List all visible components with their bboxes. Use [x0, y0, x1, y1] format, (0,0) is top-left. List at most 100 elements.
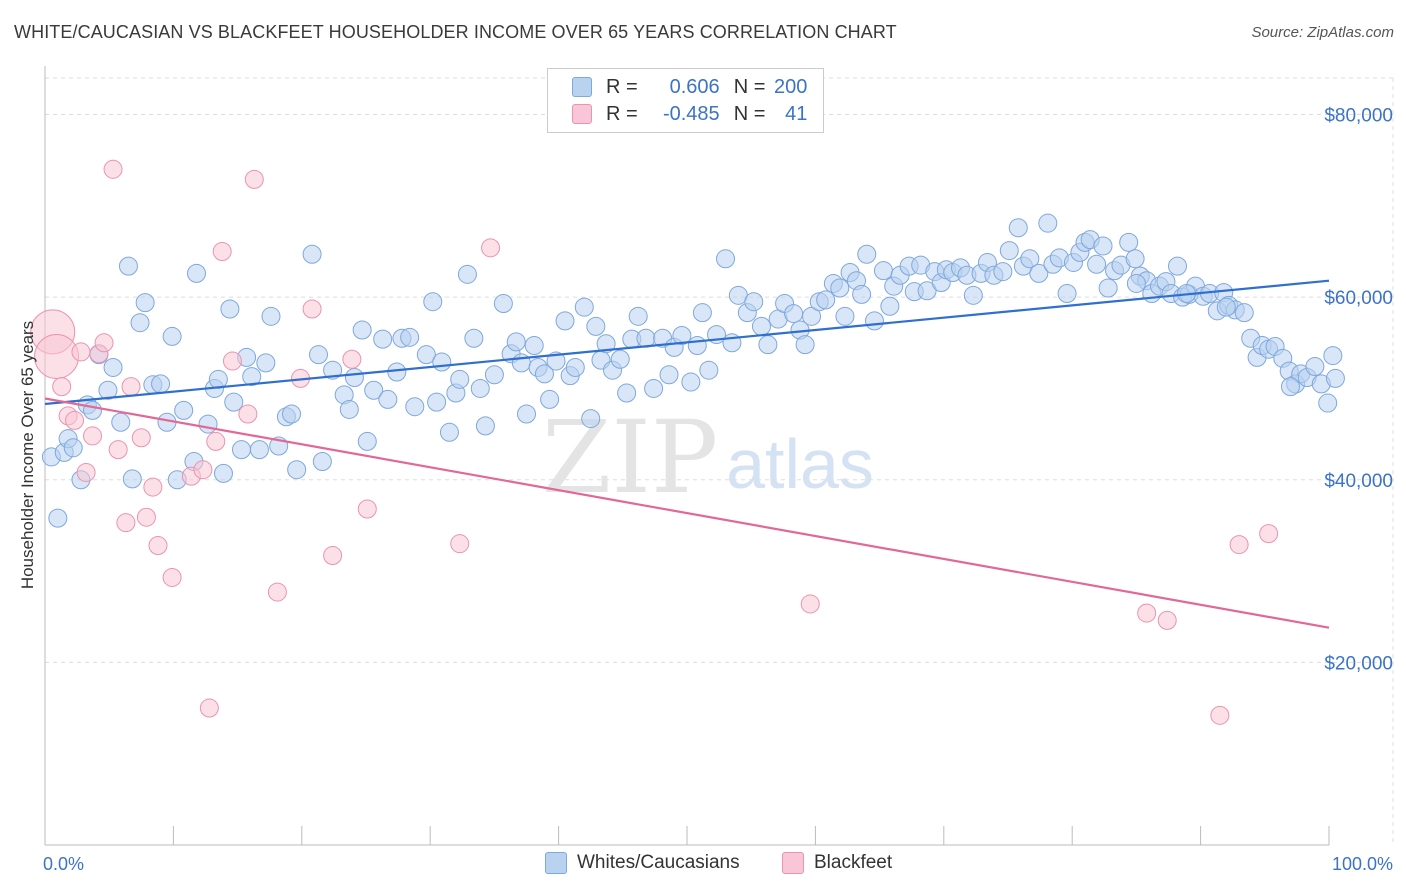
point-whites: [672, 325, 692, 345]
point-whites: [546, 351, 566, 371]
point-whites: [758, 335, 778, 355]
point-blackfeet: [244, 169, 264, 189]
point-whites: [963, 285, 983, 305]
point-whites: [1318, 393, 1338, 413]
legend-swatch-blue: [572, 77, 592, 97]
point-whites: [111, 412, 131, 432]
x-tick-label-min: 0.0%: [43, 854, 84, 874]
point-blackfeet: [1229, 535, 1249, 555]
point-whites: [282, 404, 302, 424]
point-whites: [174, 400, 194, 420]
source-label: Source: ZipAtlas.com: [1251, 24, 1394, 41]
point-whites: [470, 378, 490, 398]
point-whites: [524, 336, 544, 356]
watermark: ZIP atlas: [542, 399, 874, 516]
point-blackfeet: [1259, 524, 1279, 544]
legend-n-value: 41: [785, 102, 808, 125]
point-whites: [873, 261, 893, 281]
point-whites: [1029, 263, 1049, 283]
point-whites: [198, 414, 218, 434]
point-whites: [574, 297, 594, 317]
point-whites: [48, 508, 68, 528]
y-tick-label: $60,000: [1324, 288, 1393, 309]
point-whites: [231, 440, 251, 460]
point-whites: [517, 404, 536, 424]
point-whites: [416, 345, 436, 365]
point-whites: [405, 397, 425, 417]
point-whites: [364, 380, 384, 400]
point-whites: [586, 316, 606, 336]
point-blackfeet: [52, 377, 72, 397]
point-whites: [716, 249, 736, 269]
point-blackfeet: [136, 507, 156, 527]
point-whites: [596, 334, 616, 354]
point-whites: [581, 409, 601, 429]
point-whites: [1098, 278, 1118, 298]
legend-n-label: N =: [733, 75, 766, 98]
point-whites: [1325, 368, 1345, 388]
point-whites: [1305, 357, 1325, 377]
point-whites: [644, 378, 664, 398]
bottom-swatch-blue: [545, 852, 567, 874]
point-whites: [187, 263, 207, 283]
point-blackfeet: [34, 333, 80, 379]
series-blackfeet-points: [30, 159, 1279, 725]
point-blackfeet: [1210, 705, 1230, 725]
point-blackfeet: [267, 582, 287, 602]
point-whites: [242, 367, 262, 387]
point-whites: [312, 452, 332, 471]
point-blackfeet: [131, 428, 151, 448]
point-blackfeet: [71, 342, 91, 362]
point-whites: [795, 335, 815, 355]
point-whites: [1008, 218, 1028, 238]
point-whites: [493, 294, 513, 314]
point-whites: [506, 332, 526, 352]
y-axis-label: Householder Income Over 65 years: [18, 321, 37, 589]
point-whites: [387, 362, 407, 382]
point-whites: [484, 365, 504, 385]
point-blackfeet: [302, 299, 322, 319]
point-whites: [135, 293, 155, 313]
point-blackfeet: [148, 536, 168, 556]
bottom-legend-label: Blackfeet: [814, 852, 893, 873]
point-whites: [802, 306, 822, 326]
point-whites: [699, 360, 719, 380]
point-whites: [744, 292, 764, 312]
series-whites-points: [41, 213, 1345, 528]
point-whites: [118, 256, 138, 276]
point-whites: [427, 392, 447, 412]
point-whites: [1093, 236, 1113, 256]
y-tick-label: $80,000: [1324, 106, 1393, 127]
point-whites: [1119, 232, 1139, 252]
watermark-zip: ZIP: [542, 399, 718, 516]
point-blackfeet: [121, 377, 141, 397]
point-whites: [852, 284, 872, 304]
bottom-legend-blackfeet: Blackfeet: [782, 852, 892, 874]
point-whites: [423, 292, 443, 312]
point-whites: [864, 311, 884, 331]
point-whites: [1087, 254, 1107, 274]
point-whites: [308, 345, 328, 365]
point-whites: [555, 311, 575, 331]
point-whites: [687, 336, 707, 356]
point-whites: [220, 299, 240, 319]
point-whites: [816, 290, 836, 310]
legend-r-value: 0.606: [669, 75, 720, 98]
point-whites: [830, 278, 850, 298]
point-whites: [1125, 249, 1145, 269]
point-blackfeet: [108, 440, 128, 460]
point-whites: [457, 264, 477, 284]
point-whites: [151, 374, 171, 394]
legend-r-value: -0.485: [662, 102, 720, 125]
point-whites: [993, 262, 1013, 282]
point-whites: [249, 440, 269, 460]
point-whites: [610, 349, 630, 369]
y-tick-label: $20,000: [1324, 653, 1393, 674]
point-whites: [565, 357, 585, 377]
point-whites: [122, 469, 142, 489]
trend-line-whites: [44, 279, 1330, 406]
correlation-legend: R = 0.606 N = 200 R = -0.485 N = 41: [547, 68, 824, 133]
point-whites: [378, 389, 398, 409]
point-whites: [224, 392, 244, 412]
point-blackfeet: [342, 349, 362, 369]
